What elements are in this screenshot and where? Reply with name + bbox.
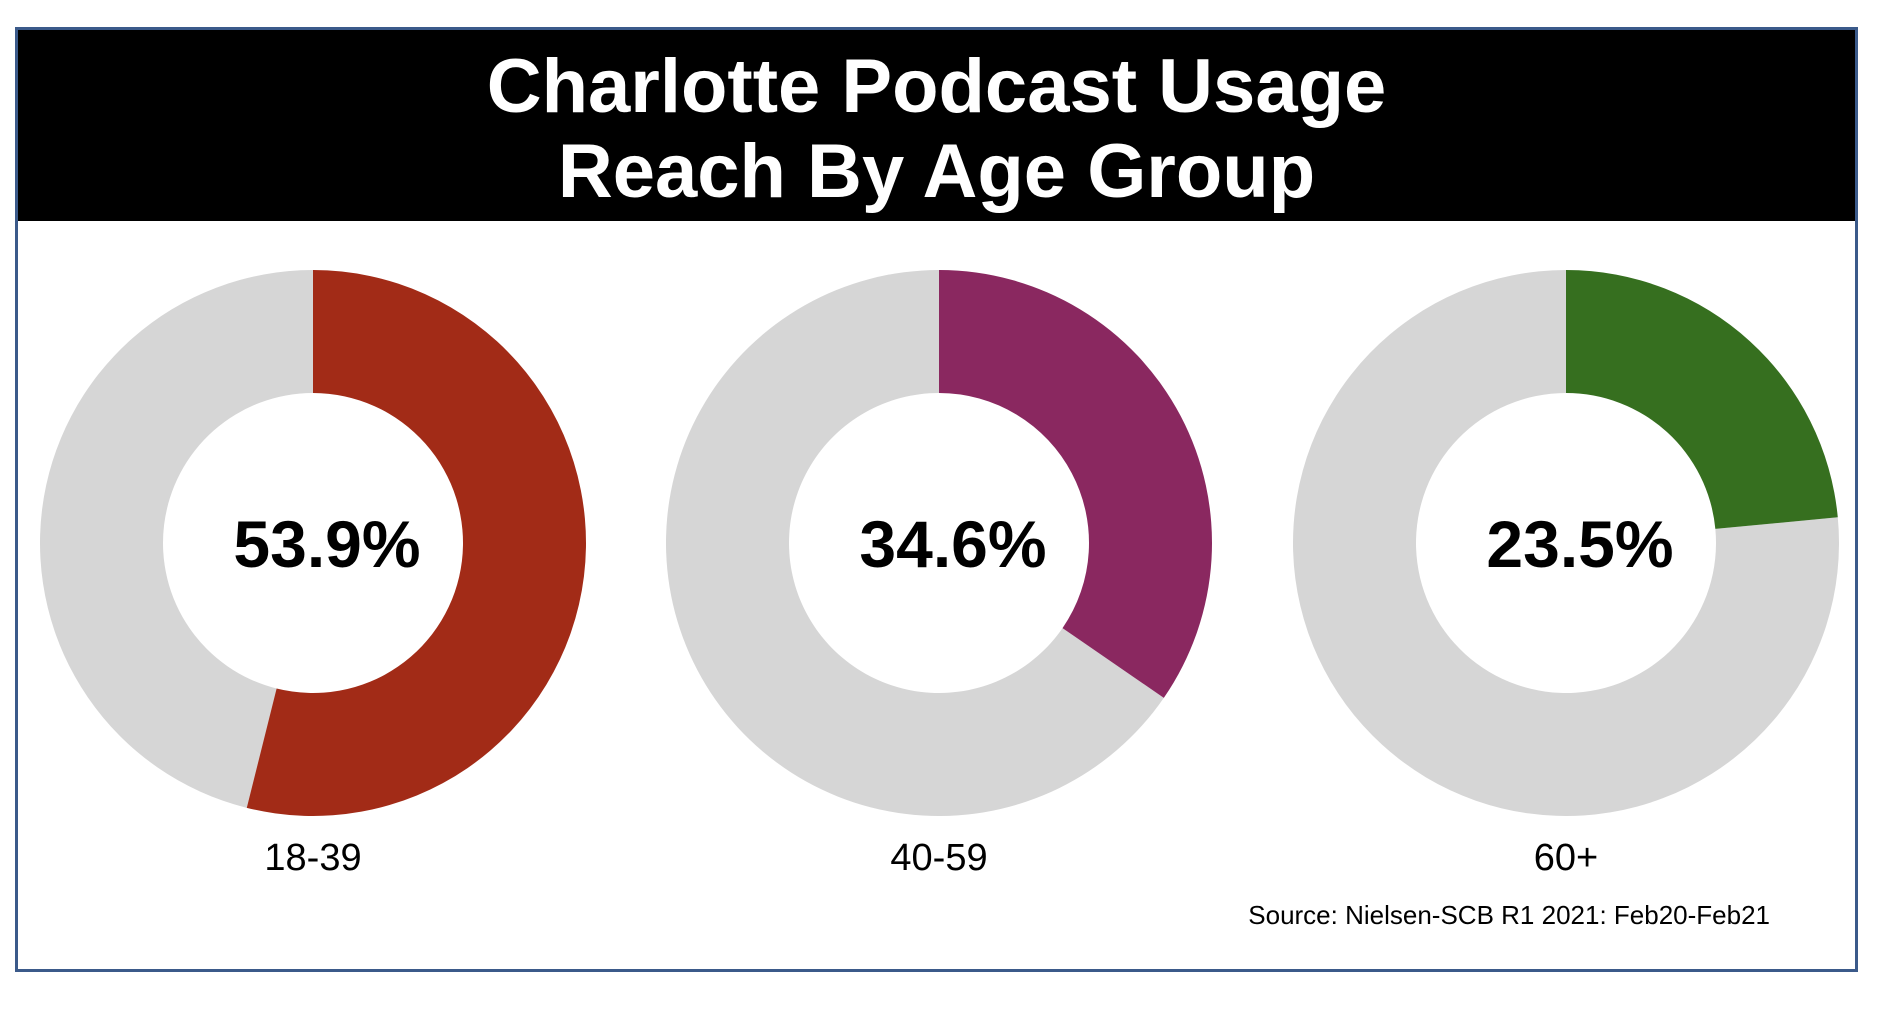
donut-remainder-18-39 xyxy=(40,270,313,808)
donut-value-label: 53.9% xyxy=(233,507,420,581)
donut-remainder-60+ xyxy=(1293,270,1839,816)
donut-value-label: 34.6% xyxy=(859,507,1046,581)
donut-slice-18-39 xyxy=(246,270,587,817)
category-label: 40-59 xyxy=(890,837,987,879)
donut-slice-40-59 xyxy=(939,270,1212,698)
donut-remainder-40-59 xyxy=(666,270,1164,816)
donut-18-39: 53.9% 18-39 xyxy=(40,270,587,879)
donut-value-label: 23.5% xyxy=(1486,507,1673,581)
chart-header: Charlotte Podcast Usage Reach By Age Gro… xyxy=(18,30,1855,221)
chart-title-line-2: Reach By Age Group xyxy=(557,129,1316,214)
category-label: 60+ xyxy=(1534,837,1598,879)
source-note: Source: Nielsen-SCB R1 2021: Feb20-Feb21 xyxy=(1248,900,1770,930)
donut-slice-60+ xyxy=(1566,270,1838,529)
donut-40-59: 34.6% 40-59 xyxy=(666,270,1212,879)
chart-title-line-1: Charlotte Podcast Usage xyxy=(486,44,1387,129)
donut-60+: 23.5% 60+ xyxy=(1293,270,1839,879)
category-label: 18-39 xyxy=(264,837,361,879)
